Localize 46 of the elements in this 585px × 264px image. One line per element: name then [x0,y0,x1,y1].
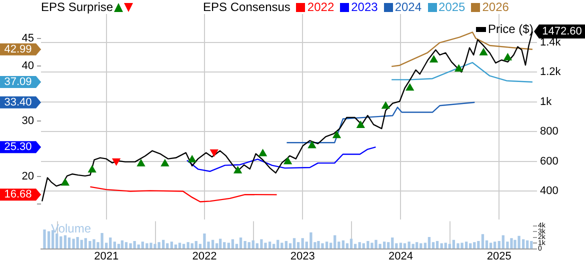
point [382,102,390,109]
y-tick-label: 20 [22,170,34,182]
point [356,120,365,128]
point [454,64,463,72]
point [188,155,196,162]
point [61,178,70,186]
y2-tick-label: 1.2k [540,66,562,78]
point [504,53,512,60]
legend-label: 2025 [438,0,466,14]
point [258,149,267,156]
y2-tick-label: 400 [540,185,558,198]
point [88,165,96,172]
point [480,48,488,56]
y-tick-label: 25.30 [4,141,32,154]
point [332,131,341,138]
point [308,141,316,148]
legend-label: Volume [51,222,92,236]
y2-tick-label: 600 [540,155,558,168]
text: EPS Surprise [41,0,114,14]
legend-label: 2022 [307,0,334,14]
x-tick-label: 2024 [388,250,413,262]
legend-title: EPS Consensus [203,0,290,14]
y-tick-label: 45 [22,32,34,44]
y-tick-label: 16.68 [4,188,32,201]
legend-label: 2024 [394,0,422,14]
y2-tick-label: 1k [540,96,552,108]
legend-label: Price ($) [488,22,534,36]
data-label: 1472.60 [542,26,582,38]
legend-label: 2026 [482,0,509,14]
point [406,84,414,91]
x-tick-label: 2023 [290,250,315,262]
point [137,159,145,166]
x-tick-label: 2025 [486,250,512,262]
x-tick-label: 2021 [94,250,119,262]
y-tick-label: 30 [22,115,34,128]
y-tick-label: 33.40 [4,96,32,108]
x-tick-label: 2022 [192,250,217,262]
y-tick-label: 37.09 [4,76,32,88]
point [160,159,169,166]
y2-tick-label: 800 [540,126,558,138]
point [430,55,438,62]
y-tick-label: 42.99 [4,43,32,56]
point [284,157,292,164]
y-tick-label: 40 [22,60,34,72]
legend-label: 2023 [351,0,378,14]
point [234,166,242,174]
